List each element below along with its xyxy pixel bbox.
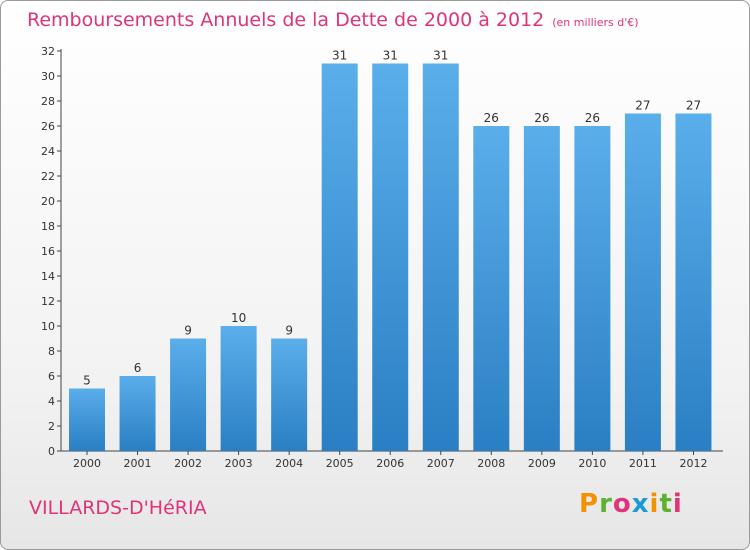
y-tick-label: 26	[41, 120, 55, 133]
data-label-2003: 10	[231, 311, 246, 325]
y-tick-label: 8	[48, 345, 55, 358]
bar-2005	[321, 63, 358, 451]
logo-letter: o	[612, 489, 632, 519]
data-label-2001: 6	[134, 361, 142, 375]
bar-2011	[624, 113, 661, 451]
y-tick-label: 30	[41, 70, 55, 83]
y-tick-label: 22	[41, 170, 55, 183]
data-label-2007: 31	[433, 49, 448, 63]
x-tick-label-2004: 2004	[275, 457, 303, 470]
data-label-2004: 9	[285, 324, 293, 338]
x-tick-label-2001: 2001	[124, 457, 152, 470]
data-label-2000: 5	[83, 374, 91, 388]
data-label-2010: 26	[585, 111, 600, 125]
x-tick-label-2002: 2002	[174, 457, 202, 470]
proxiti-logo: Proxiti	[579, 489, 683, 519]
x-tick-label-2008: 2008	[477, 457, 505, 470]
chart-bars	[69, 63, 712, 451]
y-tick-label: 0	[48, 445, 55, 458]
y-tick-label: 16	[41, 245, 55, 258]
data-label-2006: 31	[383, 49, 398, 63]
x-tick-label-2011: 2011	[629, 457, 657, 470]
bar-2004	[271, 338, 308, 451]
logo-letter: P	[579, 489, 600, 519]
x-tick-label-2012: 2012	[679, 457, 707, 470]
y-tick-label: 12	[41, 295, 55, 308]
x-tick-label-2003: 2003	[225, 457, 253, 470]
logo-letter: i	[672, 489, 683, 519]
x-tick-label-2007: 2007	[427, 457, 455, 470]
logo-letter: x	[631, 489, 650, 519]
chart-title-text: Remboursements Annuels de la Dette de 20…	[27, 9, 545, 31]
data-label-2012: 27	[686, 99, 701, 113]
bar-2010	[574, 126, 611, 451]
data-label-2005: 31	[332, 49, 347, 63]
y-tick-label: 2	[48, 420, 55, 433]
data-label-2011: 27	[635, 99, 650, 113]
y-tick-label: 14	[41, 270, 55, 283]
bar-2000	[69, 388, 105, 451]
y-tick-label: 18	[41, 220, 55, 233]
bar-2003	[220, 326, 257, 451]
x-tick-label-2010: 2010	[578, 457, 606, 470]
x-tick-label-2006: 2006	[376, 457, 404, 470]
x-tick-label-2009: 2009	[528, 457, 556, 470]
bar-2001	[119, 376, 156, 451]
data-label-2009: 26	[534, 111, 549, 125]
bar-2012	[675, 113, 712, 451]
y-tick-label: 6	[48, 370, 55, 383]
x-tick-label-2000: 2000	[73, 457, 101, 470]
y-tick-label: 24	[41, 145, 55, 158]
logo-letter: r	[599, 489, 613, 519]
bar-2006	[372, 63, 409, 451]
y-tick-label: 4	[48, 395, 55, 408]
y-tick-label: 32	[41, 45, 55, 58]
data-label-2008: 26	[484, 111, 499, 125]
y-tick-label: 28	[41, 95, 55, 108]
bar-2007	[422, 63, 459, 451]
y-tick-label: 10	[41, 320, 55, 333]
data-label-2002: 9	[184, 324, 192, 338]
chart-title: Remboursements Annuels de la Dette de 20…	[27, 9, 639, 31]
logo-letter: t	[659, 489, 673, 519]
chart-subtitle: (en milliers d'€)	[552, 16, 639, 29]
bar-2008	[473, 126, 510, 451]
chart-labels: 0246810121416182022242628303252000620019…	[41, 45, 707, 470]
bar-2002	[170, 338, 207, 451]
y-tick-label: 20	[41, 195, 55, 208]
x-tick-label-2005: 2005	[326, 457, 354, 470]
logo-letter: i	[649, 489, 660, 519]
bar-2009	[523, 126, 560, 451]
commune-name: VILLARDS-D'HéRIA	[29, 497, 207, 519]
